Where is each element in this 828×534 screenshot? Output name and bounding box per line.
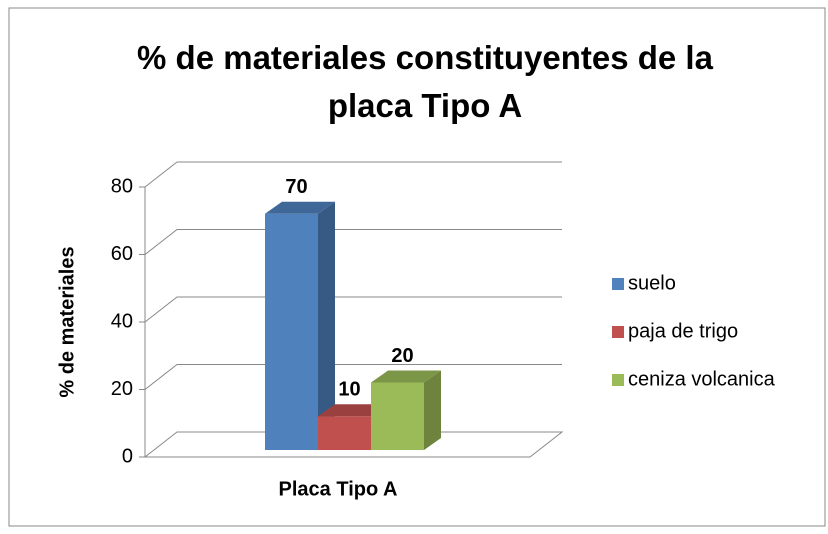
legend-label: suelo — [628, 272, 676, 294]
data-label: 20 — [391, 345, 413, 367]
x-tick-label: Placa Tipo A — [279, 478, 398, 500]
y-tick-label: 60 — [111, 243, 133, 265]
bar-top — [371, 370, 441, 383]
legend-swatch — [612, 374, 624, 386]
data-label: 70 — [285, 176, 307, 198]
chart-title: % de materiales constituyentes de la pla… — [137, 39, 713, 124]
bar-front — [371, 382, 424, 450]
y-tick-label: 20 — [111, 378, 133, 400]
legend-swatch — [612, 326, 624, 338]
data-label: 10 — [338, 379, 360, 401]
bar-front — [318, 416, 371, 450]
grid-line — [144, 229, 562, 255]
floor — [144, 431, 564, 458]
bar-side — [424, 370, 441, 450]
bar-front — [265, 213, 318, 450]
y-axis-label: % de materiales — [56, 246, 78, 397]
legend-label: paja de trigo — [628, 320, 738, 342]
legend-label: ceniza volcanica — [628, 368, 776, 390]
y-tick-label: 0 — [122, 445, 133, 467]
grid-line — [144, 364, 562, 390]
grid-line — [144, 296, 562, 323]
legend-swatch — [612, 278, 624, 290]
bar-top — [265, 201, 335, 214]
grid-line — [144, 161, 562, 188]
bar-top — [318, 404, 388, 417]
y-tick-label: 40 — [111, 310, 133, 332]
bar-side — [318, 201, 335, 450]
y-tick-label: 80 — [111, 175, 133, 197]
